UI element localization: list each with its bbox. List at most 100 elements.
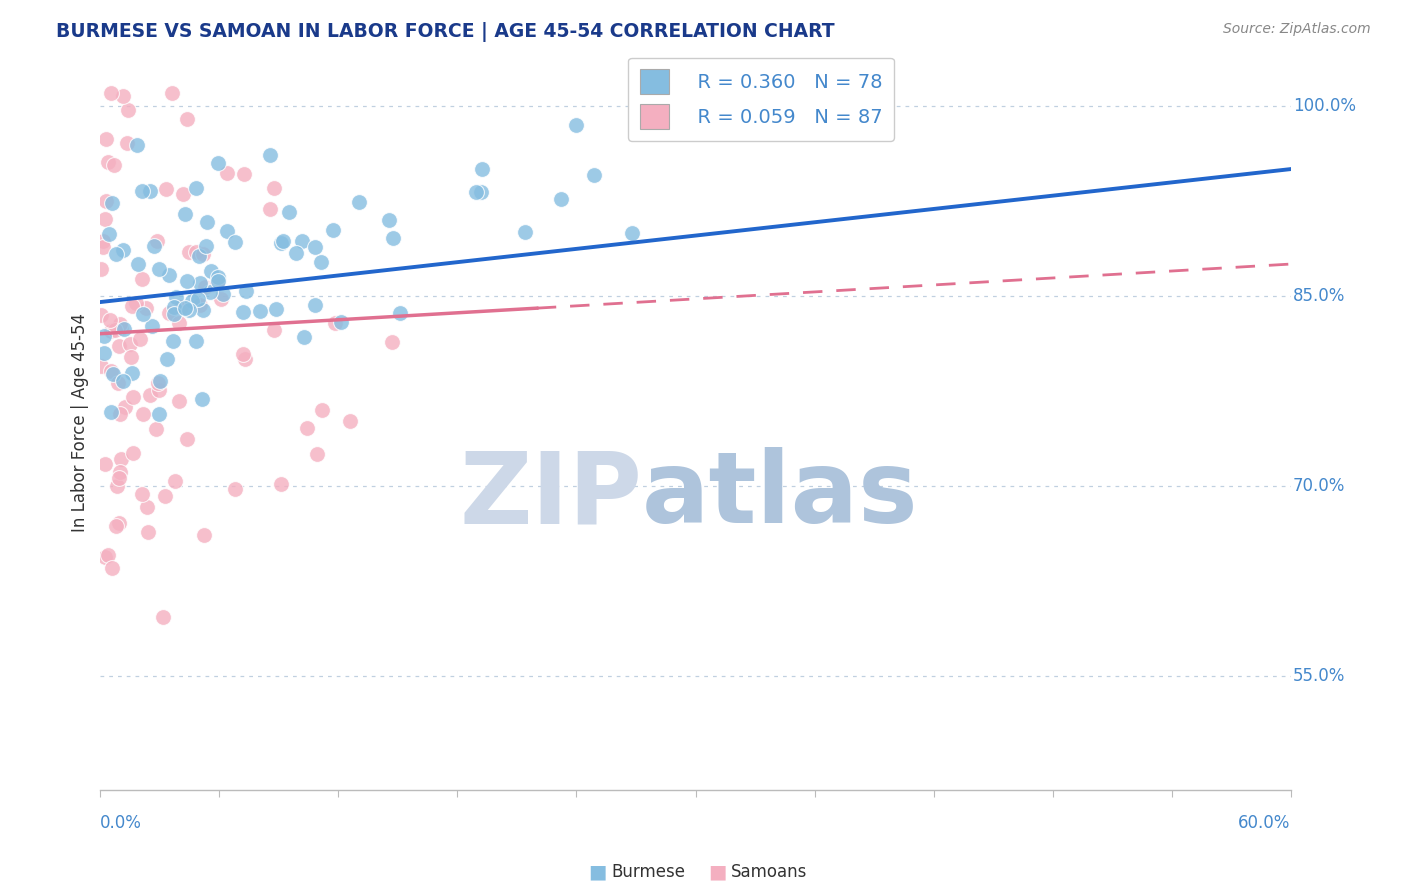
Text: 0.0%: 0.0% (100, 814, 142, 832)
Point (155, 182, 177, 196)
Point (118, 337, 141, 351)
Point (278, 205, 301, 219)
Point (104, 247, 127, 261)
Point (233, 351, 256, 366)
Point (170, 300, 193, 314)
Point (200, 264, 222, 278)
Point (329, 315, 352, 329)
Point (515, 225, 537, 239)
Point (121, 299, 143, 313)
Point (112, 244, 135, 258)
Point (249, 303, 271, 318)
Point (110, 320, 132, 334)
Point (181, 293, 204, 308)
Point (190, 277, 212, 291)
Point (94, 457, 117, 471)
Point (347, 195, 370, 210)
Point (90, 309, 112, 323)
Point (339, 414, 361, 428)
Point (309, 255, 332, 269)
Point (187, 292, 209, 306)
Point (193, 302, 215, 317)
Point (381, 335, 404, 350)
Point (97, 154, 120, 169)
Point (146, 234, 169, 248)
Point (148, 407, 170, 421)
Point (127, 257, 149, 271)
Point (100, 324, 122, 338)
Point (233, 167, 256, 181)
Point (263, 323, 285, 337)
Point (100, 363, 122, 377)
Point (108, 317, 131, 331)
Point (97, 549, 120, 563)
Point (107, 479, 129, 493)
Point (166, 290, 188, 304)
Point (169, 394, 191, 409)
Text: 70.0%: 70.0% (1294, 476, 1346, 495)
Point (388, 305, 411, 319)
Point (160, 86, 183, 100)
Point (176, 432, 198, 446)
Point (174, 301, 197, 315)
Point (156, 351, 179, 366)
Point (471, 162, 494, 177)
Point (174, 207, 197, 221)
Point (193, 527, 215, 541)
Point (179, 244, 201, 259)
Point (550, 192, 572, 206)
Point (621, 226, 644, 240)
Point (101, 195, 124, 210)
Text: 100.0%: 100.0% (1294, 97, 1355, 115)
Point (163, 300, 186, 314)
Point (163, 474, 186, 488)
Point (263, 180, 285, 194)
Point (94, 549, 117, 564)
Point (131, 271, 153, 285)
Point (90, 359, 112, 373)
Point (94, 194, 117, 208)
Point (259, 148, 281, 162)
Y-axis label: In Labor Force | Age 45-54: In Labor Force | Age 45-54 (72, 313, 89, 532)
Point (159, 268, 181, 283)
Point (100, 405, 122, 419)
Point (145, 422, 167, 436)
Point (111, 88, 134, 103)
Point (188, 249, 211, 263)
Point (224, 235, 246, 249)
Point (108, 407, 131, 421)
Point (323, 317, 346, 331)
Point (695, 86, 717, 100)
Point (90, 261, 112, 276)
Point (270, 477, 292, 491)
Point (191, 392, 214, 406)
Point (212, 286, 235, 301)
Point (200, 285, 222, 299)
Point (148, 383, 170, 397)
Point (125, 296, 148, 310)
Point (152, 609, 174, 624)
Text: 85.0%: 85.0% (1294, 286, 1346, 305)
Point (108, 516, 131, 530)
Text: ■: ■ (707, 863, 727, 882)
Point (135, 301, 157, 316)
Point (98, 227, 121, 241)
Text: Burmese: Burmese (612, 863, 686, 881)
Point (194, 280, 217, 294)
Point (285, 246, 308, 260)
Text: BURMESE VS SAMOAN IN LABOR FORCE | AGE 45-54 CORRELATION CHART: BURMESE VS SAMOAN IN LABOR FORCE | AGE 4… (56, 22, 835, 42)
Point (115, 136, 138, 150)
Point (117, 103, 139, 117)
Point (184, 181, 207, 195)
Text: 60.0%: 60.0% (1239, 814, 1291, 832)
Point (565, 119, 588, 133)
Point (322, 222, 344, 236)
Point (197, 215, 219, 229)
Point (136, 500, 159, 514)
Point (129, 332, 152, 346)
Point (215, 224, 238, 238)
Point (148, 262, 170, 277)
Point (264, 302, 287, 317)
Point (191, 247, 214, 261)
Point (138, 524, 160, 539)
